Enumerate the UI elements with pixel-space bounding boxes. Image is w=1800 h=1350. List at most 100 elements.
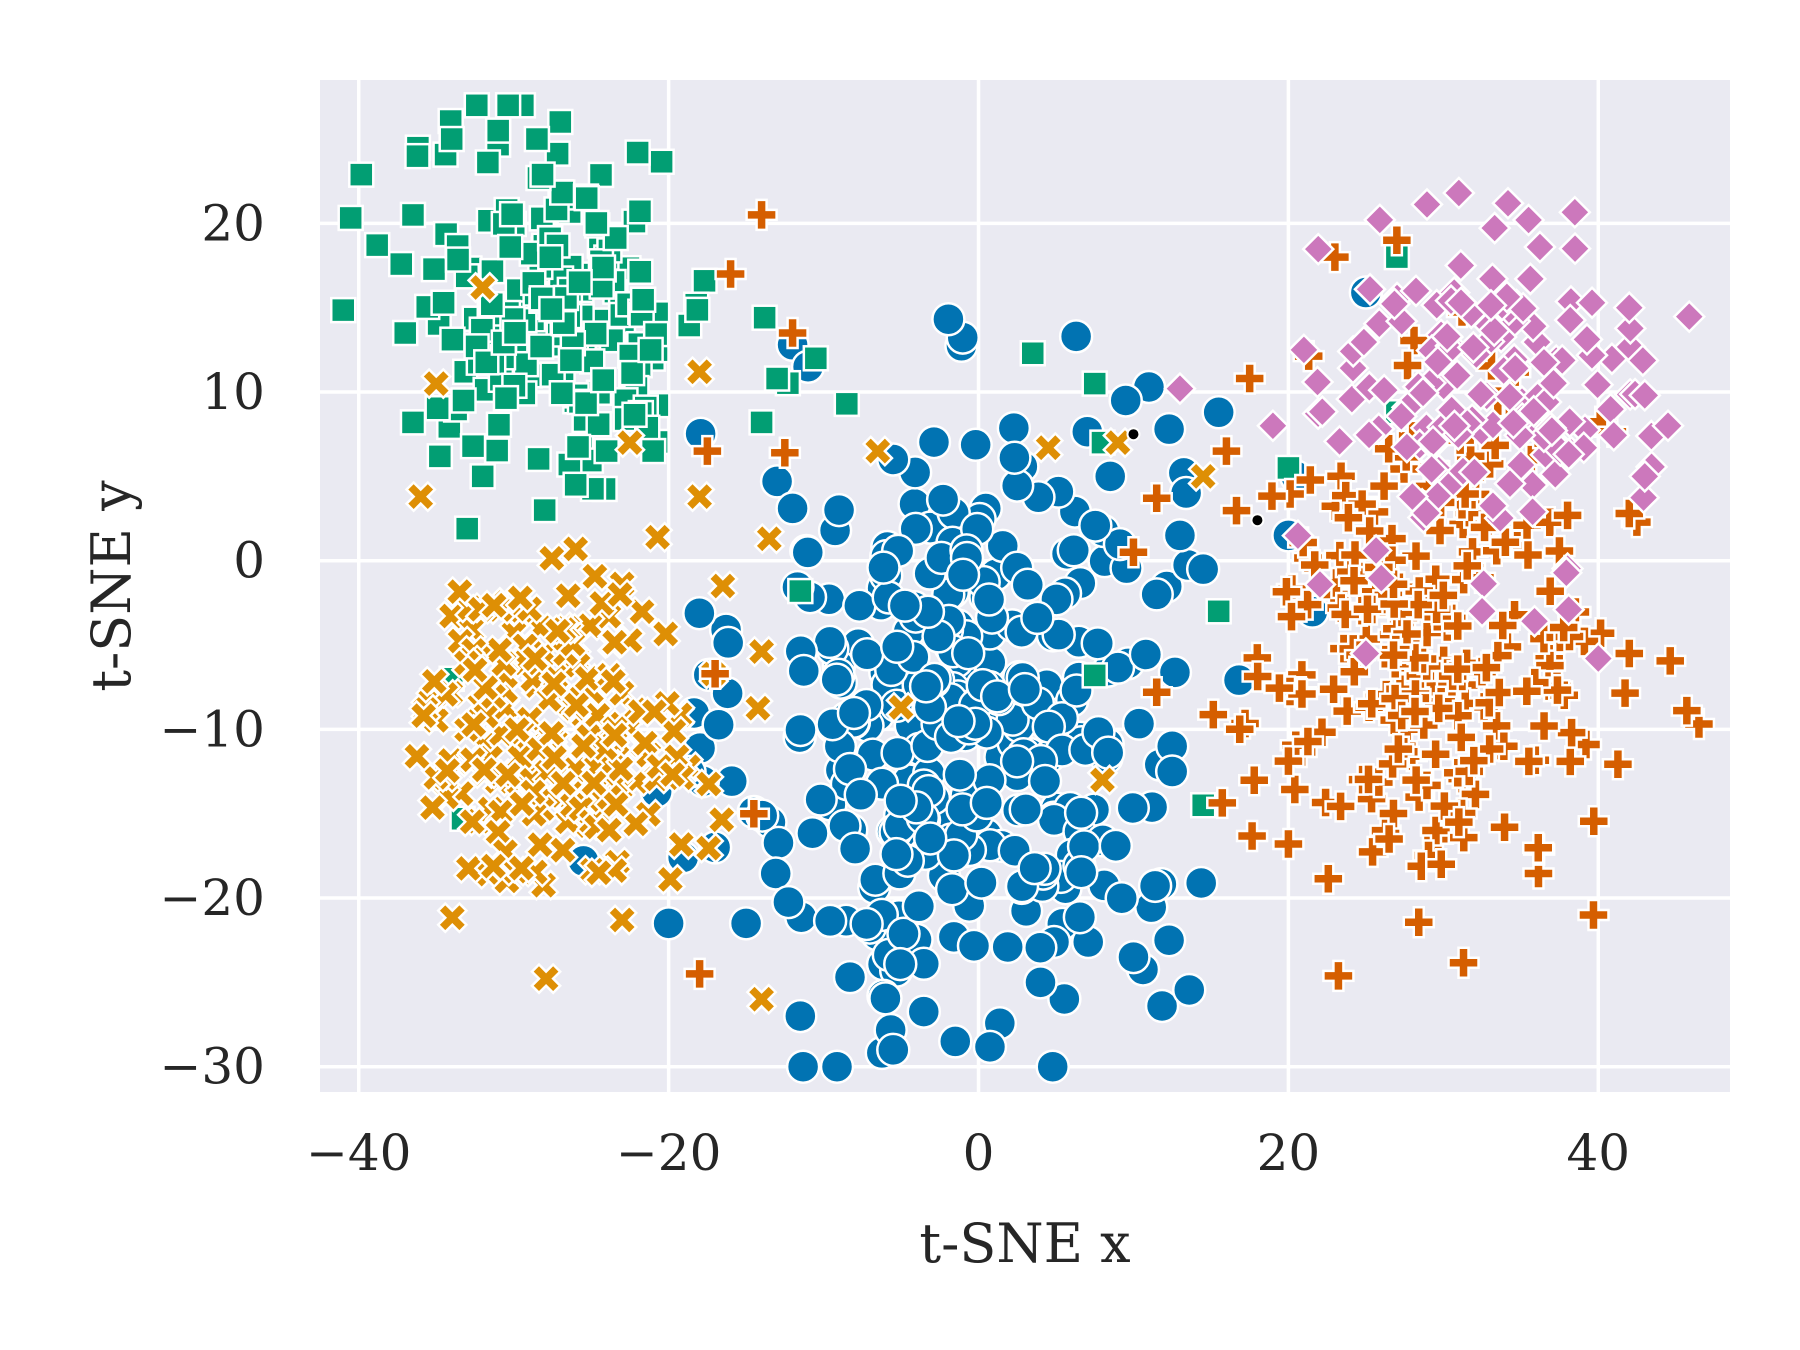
point-diamond (1322, 424, 1357, 459)
point-x (506, 788, 538, 820)
point-circle (819, 662, 854, 697)
point-circle (1172, 972, 1207, 1008)
point-plus (1275, 600, 1308, 633)
point-square (424, 394, 451, 422)
point-diamond (1437, 409, 1472, 443)
point-square (787, 577, 814, 605)
point-plus (1237, 764, 1271, 797)
point-x (626, 595, 658, 628)
point-circle (771, 884, 806, 920)
point-plus (1441, 652, 1475, 686)
point-circle (938, 1024, 973, 1059)
point-circle (936, 838, 972, 873)
point-plus (1272, 827, 1305, 861)
point-diamond (1406, 376, 1440, 410)
point-diamond (1515, 495, 1550, 529)
point-square (523, 125, 551, 153)
point-plus (1380, 223, 1414, 257)
point-circle (1121, 706, 1157, 741)
point-diamond (1349, 636, 1383, 671)
point-diamond (1535, 413, 1569, 448)
point-circle (883, 783, 918, 818)
point-plus (691, 434, 724, 468)
point-square (404, 142, 431, 170)
point-plus (1551, 499, 1584, 532)
point-square (498, 200, 526, 228)
point-plus (1324, 790, 1357, 823)
point-circle (1056, 533, 1092, 568)
point-plus (1511, 538, 1545, 572)
point-circle (1047, 981, 1082, 1017)
point-square (484, 117, 512, 144)
point-square (548, 380, 576, 407)
point-square (430, 289, 457, 316)
point-diamond (1538, 457, 1573, 492)
point-square (426, 443, 454, 470)
point-circle (934, 871, 970, 907)
point-circle (996, 410, 1032, 446)
point-dot (1126, 427, 1141, 442)
point-x (582, 856, 615, 889)
point-plus (1263, 671, 1296, 705)
point-diamond (1353, 272, 1387, 307)
point-plus (1459, 778, 1492, 811)
point-circle (1139, 577, 1174, 612)
point-diamond (1493, 379, 1527, 414)
point-square (802, 345, 830, 372)
point-x (1187, 460, 1220, 493)
point-diamond (1163, 371, 1197, 406)
point-diamond (1410, 187, 1444, 222)
point-square (544, 140, 571, 167)
point-plus (1356, 835, 1389, 869)
point-diamond (1420, 345, 1455, 379)
point-plus (1447, 946, 1480, 979)
point-x (519, 642, 552, 675)
point-square (684, 296, 711, 324)
point-circle (775, 491, 810, 526)
point-diamond (1305, 394, 1340, 429)
point-plus (698, 657, 732, 690)
point-x (443, 575, 476, 608)
point-diamond (1553, 303, 1588, 337)
point-square (399, 201, 427, 229)
point-x (504, 582, 537, 614)
point-square (387, 250, 415, 278)
point-x (466, 271, 499, 304)
point-x (492, 758, 524, 791)
point-x (560, 689, 593, 721)
point-plus (1317, 672, 1350, 706)
x-tick-label: −40 (306, 1124, 412, 1182)
y-tick-label: 10 (201, 363, 265, 421)
point-circle (1090, 735, 1126, 770)
point-plus (1457, 744, 1491, 777)
point-diamond (1414, 452, 1449, 487)
point-square (444, 246, 472, 273)
point-diamond (1465, 594, 1499, 629)
point-plus (1481, 639, 1515, 672)
point-square (627, 258, 654, 285)
point-diamond (1612, 290, 1647, 325)
point-square (562, 471, 589, 499)
point-plus (1220, 494, 1253, 527)
point-circle (1080, 626, 1116, 661)
point-circle (1023, 930, 1058, 965)
point-diamond (1287, 333, 1321, 367)
point-x (404, 480, 437, 513)
point-square (1081, 662, 1108, 689)
point-plus (1419, 737, 1452, 771)
point-square (348, 161, 375, 188)
point-plus (1338, 655, 1371, 689)
point-circle (795, 815, 830, 851)
point-plus (1372, 822, 1406, 856)
point-diamond (1516, 394, 1551, 429)
point-circle (964, 865, 999, 900)
point-square (391, 319, 419, 347)
point-x (692, 768, 725, 800)
point-diamond (1517, 604, 1552, 638)
point-circle (950, 635, 986, 671)
point-circle (997, 440, 1032, 475)
point-diamond (1347, 325, 1381, 359)
point-x (1032, 431, 1065, 464)
point-circle (1058, 319, 1094, 354)
x-tick-label: 40 (1566, 1124, 1630, 1182)
